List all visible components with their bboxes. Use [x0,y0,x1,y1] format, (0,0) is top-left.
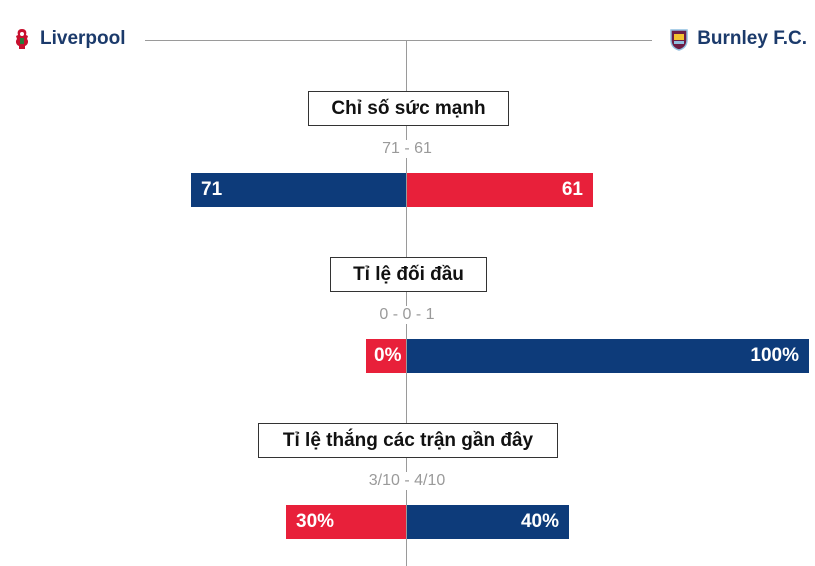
burnley-crest-icon [670,29,688,51]
section-subtitle-head-to-head: 0 - 0 - 1 [307,306,507,324]
section-title-recent-form: Tỉ lệ thắng các trận gần đây [258,423,558,458]
section-title-head-to-head: Tỉ lệ đối đầu [330,257,487,292]
home-team[interactable]: Liverpool [12,27,126,51]
strength-value-away: 61 [561,179,583,200]
strength-value-home: 71 [201,179,223,200]
strength-bar-away: 61 [407,173,593,207]
head-to-head-bar-away: 100% [407,339,809,373]
section-subtitle-strength: 71 - 61 [307,140,507,158]
section-title-strength: Chỉ số sức mạnh [308,91,509,126]
recent-form-value-home: 30% [296,511,335,532]
recent-form-value-away: 40% [520,511,559,532]
section-subtitle-recent-form: 3/10 - 4/10 [307,472,507,490]
liverpool-crest-icon [15,29,29,49]
strength-bar-home: 71 [191,173,406,207]
home-team-name: Liverpool [40,28,126,49]
recent-form-bar-home: 30% [286,505,406,539]
away-team[interactable]: Burnley F.C. [669,27,807,51]
away-team-name: Burnley F.C. [697,28,807,49]
head-to-head-bar-home: 0% [366,339,406,373]
head-to-head-value-home: 0% [374,345,402,366]
header-divider-left [145,40,407,41]
header-divider-right [407,40,652,41]
center-axis-line [406,40,407,566]
head-to-head-value-away: 100% [750,345,799,366]
recent-form-bar-away: 40% [407,505,569,539]
